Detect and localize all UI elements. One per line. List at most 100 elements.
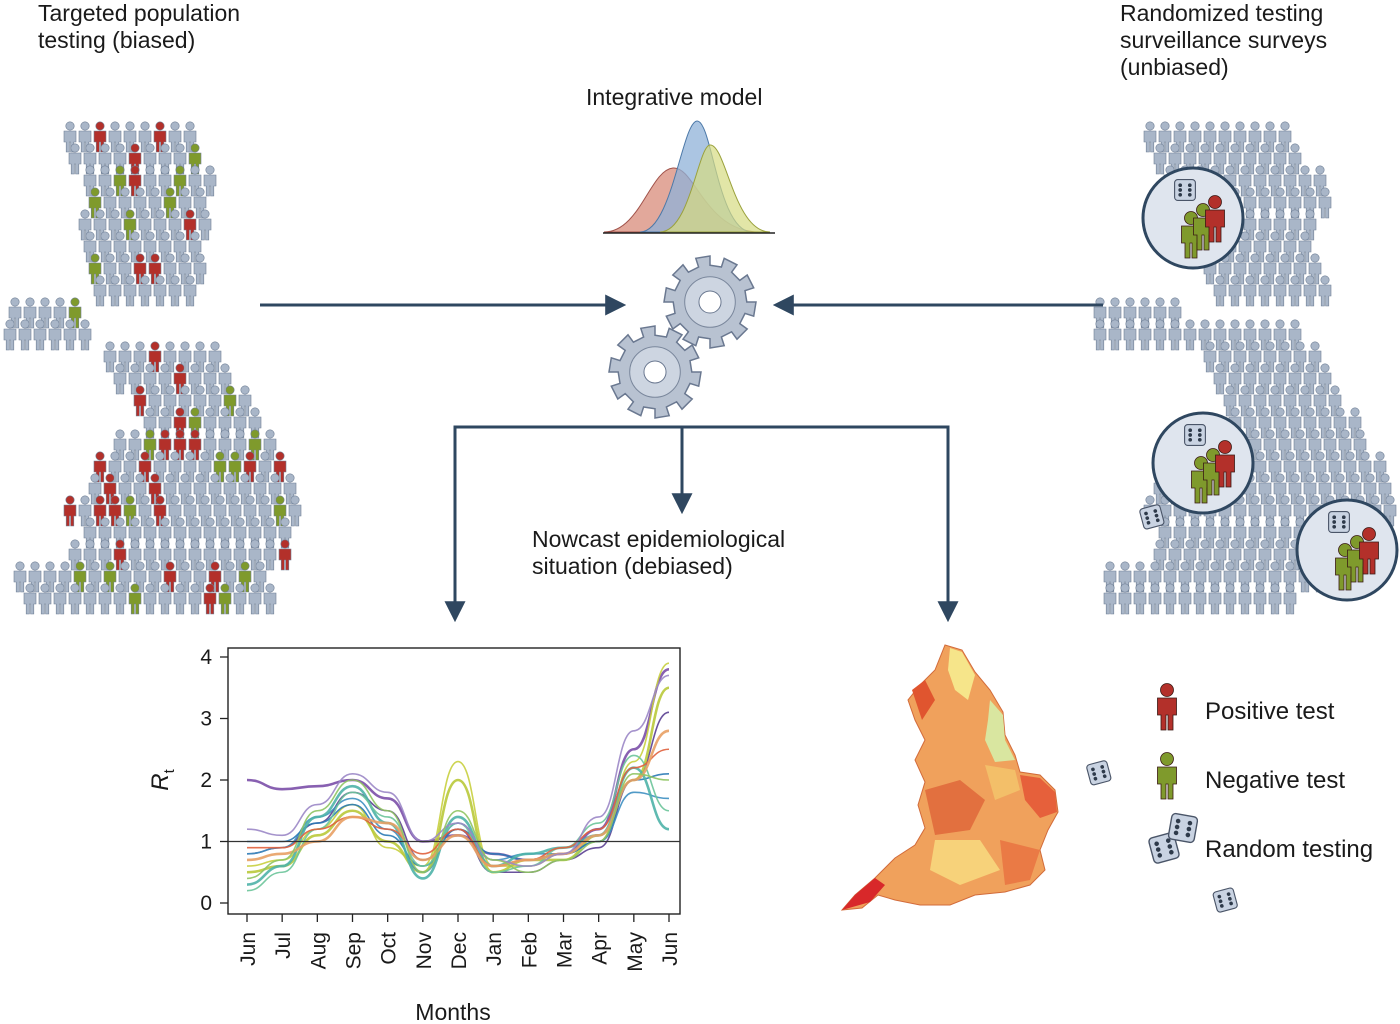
person-icon <box>93 275 107 307</box>
person-icon <box>1228 275 1242 307</box>
person-icon <box>158 583 172 615</box>
person-icon <box>1183 319 1197 351</box>
x-tick-label: Jun <box>659 932 682 966</box>
person-icon <box>198 209 212 241</box>
person-icon <box>63 495 77 527</box>
series-line <box>246 686 670 874</box>
x-tick-label: May <box>624 932 647 972</box>
distribution-yellow <box>659 144 771 233</box>
person-icon <box>263 583 277 615</box>
series-lines <box>246 662 670 892</box>
person-icon <box>1148 583 1162 615</box>
person-icon <box>1138 319 1152 351</box>
gear-icon <box>608 325 702 419</box>
legend-positive-label: Positive test <box>1205 698 1335 725</box>
person-icon <box>1103 583 1117 615</box>
person-icon <box>168 275 182 307</box>
arrow-model-to-chart <box>444 425 682 623</box>
integrative-model-distributions <box>603 120 775 234</box>
person-icon <box>48 319 62 351</box>
person-icon <box>1208 583 1222 615</box>
arrow-model-to-map <box>682 425 959 623</box>
dice-icon <box>1147 812 1199 865</box>
series-line <box>247 748 670 867</box>
x-tick-label: Jun <box>237 932 260 966</box>
person-icon <box>133 385 147 417</box>
person-icon <box>1108 319 1122 351</box>
person-icon <box>38 583 52 615</box>
person-icon <box>68 583 82 615</box>
person-icon <box>1133 583 1147 615</box>
person-icon <box>183 275 197 307</box>
nowcast-title: Nowcast epidemiological situation (debia… <box>532 526 786 579</box>
person-icon <box>13 561 27 593</box>
person-icon <box>1153 143 1167 175</box>
x-tick-label: Aug <box>307 932 330 969</box>
person-icon <box>1283 583 1297 615</box>
negative-person-icon <box>1157 752 1177 800</box>
person-icon <box>203 165 217 197</box>
person-icon <box>173 583 187 615</box>
person-icon <box>1193 583 1207 615</box>
person-icon <box>288 495 302 527</box>
person-icon <box>98 583 112 615</box>
gear-icon <box>663 255 757 349</box>
y-tick-label: 3 <box>200 708 212 731</box>
person-icon <box>123 275 137 307</box>
person-icon <box>233 583 247 615</box>
person-icon <box>128 583 142 615</box>
person-icon <box>1223 583 1237 615</box>
person-icon <box>1273 275 1287 307</box>
person-icon <box>1288 275 1302 307</box>
person-icon <box>263 539 277 571</box>
person-icon <box>193 253 207 285</box>
y-axis-label: Rt <box>147 768 178 790</box>
positive-person-icon <box>1157 683 1177 731</box>
person-icon <box>1168 319 1182 351</box>
person-icon <box>1243 275 1257 307</box>
x-tick-label: Apr <box>589 932 612 965</box>
series-line <box>246 729 670 868</box>
y-tick-label: 2 <box>200 769 212 792</box>
person-icon <box>1318 187 1332 219</box>
targeted-testing-crowd <box>3 121 302 615</box>
person-icon <box>1253 583 1267 615</box>
y-tick-label: 1 <box>200 831 212 854</box>
person-icon <box>23 583 37 615</box>
person-icon <box>78 319 92 351</box>
person-icon <box>18 319 32 351</box>
person-icon <box>1303 275 1317 307</box>
x-tick-label: Feb <box>518 932 541 968</box>
y-tick-label: 0 <box>200 892 212 915</box>
person-icon <box>248 583 262 615</box>
x-tick-label: Oct <box>378 932 401 965</box>
person-icon <box>218 583 232 615</box>
random-sample-circles <box>1085 166 1399 914</box>
x-tick-label: Jan <box>483 932 506 966</box>
integrative-model-title: Integrative model <box>586 84 763 110</box>
x-tick-label: Nov <box>413 932 436 970</box>
person-icon <box>83 583 97 615</box>
person-icon <box>113 583 127 615</box>
x-tick-label: Mar <box>554 932 577 968</box>
person-icon <box>68 143 82 175</box>
person-icon <box>1203 341 1217 373</box>
x-tick-label: Jul <box>272 932 295 959</box>
person-icon <box>63 319 77 351</box>
person-icon <box>1213 363 1227 395</box>
person-icon <box>1258 275 1272 307</box>
series-line <box>246 711 670 874</box>
england-choropleth-map <box>840 644 1059 911</box>
person-icon <box>1268 583 1282 615</box>
person-icon <box>1153 319 1167 351</box>
person-icon <box>33 319 47 351</box>
flow-arrows <box>260 294 1103 623</box>
biased-testing-title: Targeted population testing (biased) <box>38 0 241 53</box>
sample-circle <box>1138 166 1245 531</box>
person-icon <box>143 583 157 615</box>
chart-axes: 0 1 2 3 4 Jun Jul Aug Sep Oct Nov Dec Jan Feb Mar Apr Ma… <box>200 646 682 972</box>
y-tick-label: 4 <box>200 646 212 669</box>
person-icon <box>1093 319 1107 351</box>
sample-circle <box>1085 411 1255 787</box>
